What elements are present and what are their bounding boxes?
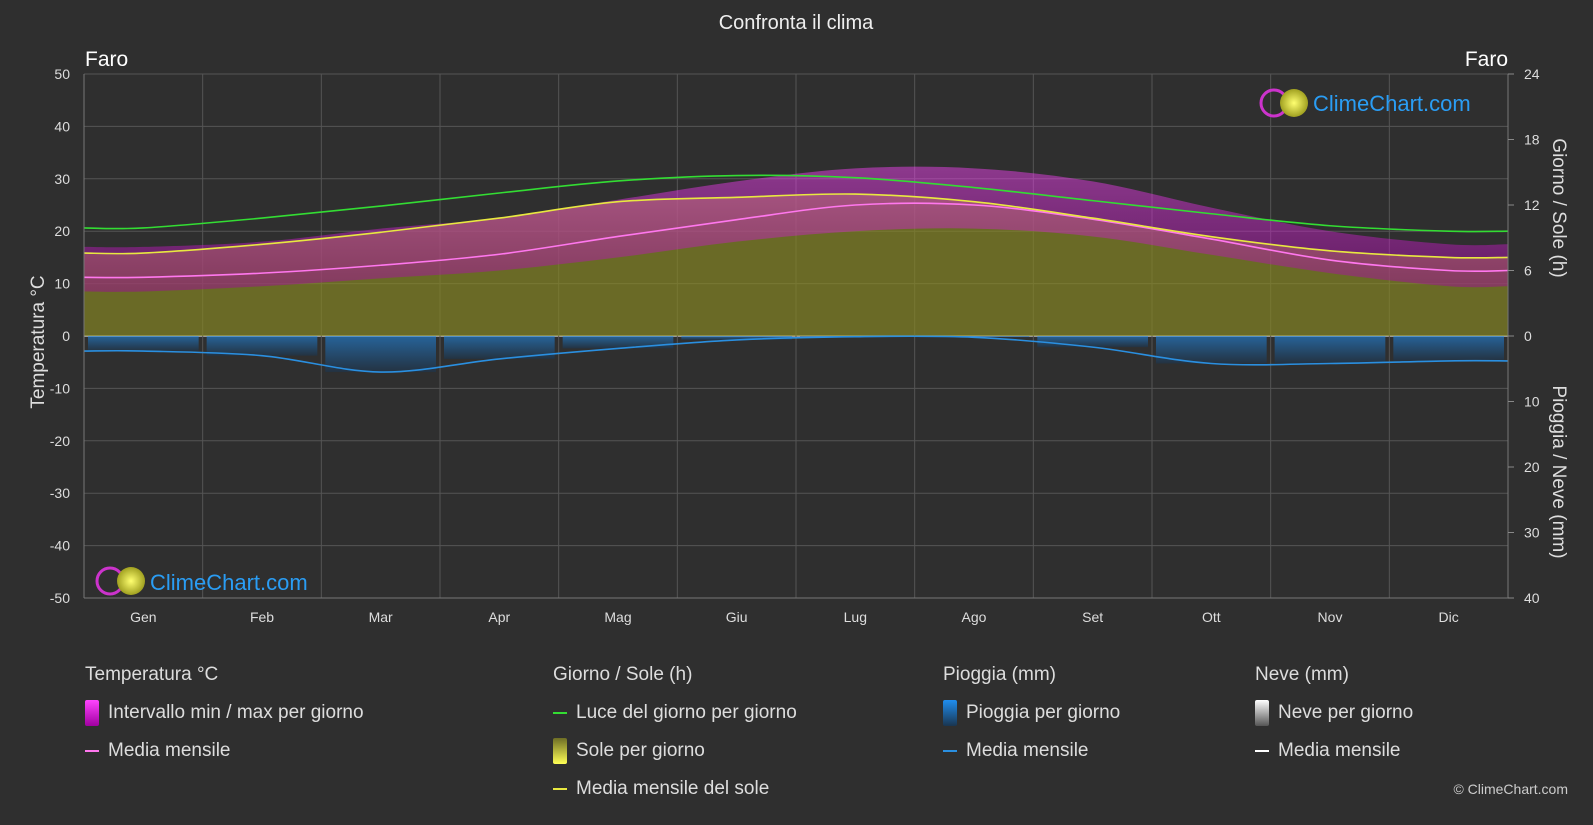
y-right-bottom-axis-label: Pioggia / Neve (mm) <box>1548 385 1569 558</box>
x-tick-label: Apr <box>488 609 510 625</box>
legend-title: Temperatura °C <box>85 664 219 685</box>
y-left-tick-label: 40 <box>54 118 70 134</box>
legend-title: Pioggia (mm) <box>943 664 1056 685</box>
y-right-bottom-tick-label: 40 <box>1524 590 1540 606</box>
copyright: © ClimeChart.com <box>1453 781 1568 797</box>
x-tick-label: Dic <box>1439 609 1459 625</box>
y-right-bottom-tick-label: 30 <box>1524 525 1540 541</box>
rain-bar <box>562 336 674 349</box>
legend-label: Media mensile <box>966 740 1089 761</box>
legend-sun: Giorno / Sole (h) Luce del giorno per gi… <box>553 664 797 808</box>
legend-label: Media mensile <box>108 740 231 761</box>
y-left-tick-label: 20 <box>54 223 70 239</box>
legend-temperature: Temperatura °C Intervallo min / max per … <box>85 664 364 770</box>
x-tick-label: Feb <box>250 609 274 625</box>
rain-bar <box>1037 336 1148 348</box>
watermark-text: ClimeChart.com <box>1313 91 1471 116</box>
legend-snow: Neve (mm) Neve per giorno Media mensile <box>1255 664 1413 770</box>
snow-mean-swatch <box>1255 750 1269 752</box>
chart-title: Confronta il clima <box>719 12 874 34</box>
y-right-top-tick-label: 6 <box>1524 263 1532 279</box>
y-right-top-tick-label: 12 <box>1524 197 1540 213</box>
daylight-line <box>83 174 1509 233</box>
legend-rain: Pioggia (mm) Pioggia per giorno Media me… <box>943 664 1120 770</box>
legend-label: Intervallo min / max per giorno <box>108 702 364 723</box>
x-tick-label: Mag <box>604 609 631 625</box>
temp-mean-swatch <box>85 750 99 752</box>
x-tick-label: Ott <box>1202 609 1221 625</box>
sunshine-mean-swatch <box>553 788 567 790</box>
rain-bar <box>1393 336 1504 361</box>
x-tick-label: Giu <box>726 609 748 625</box>
y-left-tick-label: -40 <box>50 538 70 554</box>
x-tick-label: Ago <box>962 609 987 625</box>
y-left-tick-label: -10 <box>50 380 70 396</box>
rain-mean-swatch <box>943 750 957 752</box>
y-right-bottom-tick-label: 10 <box>1524 394 1540 410</box>
legend-label: Media mensile <box>1278 740 1401 761</box>
legend-title: Giorno / Sole (h) <box>553 664 693 685</box>
location-right: Faro <box>1465 48 1508 71</box>
legend-title: Neve (mm) <box>1255 664 1349 685</box>
legend-label: Pioggia per giorno <box>966 702 1121 723</box>
x-tick-label: Nov <box>1318 609 1343 625</box>
rain-bar <box>1274 336 1386 364</box>
x-tick-label: Set <box>1082 609 1103 625</box>
legend-label: Sole per giorno <box>576 740 705 761</box>
legend-item: Intervallo min / max per giorno <box>85 694 364 732</box>
sunshine-swatch <box>553 738 567 764</box>
y-left-tick-label: 0 <box>62 328 70 344</box>
y-left-tick-label: -30 <box>50 485 70 501</box>
daylight-swatch <box>553 712 567 714</box>
legend-label: Luce del giorno per giorno <box>576 702 797 723</box>
sunshine-mean-line <box>83 193 1509 259</box>
legend-item: Media mensile del sole <box>553 770 797 808</box>
legend-item: Sole per giorno <box>553 732 797 770</box>
x-tick-label: Mar <box>369 609 393 625</box>
rain-bar <box>325 336 436 373</box>
watermark-bottom: ClimeChart.com <box>95 566 308 596</box>
rain-bar <box>444 336 555 359</box>
y-left-tick-label: 50 <box>54 66 70 82</box>
legend-label: Neve per giorno <box>1278 702 1414 723</box>
legend-item: Luce del giorno per giorno <box>553 694 797 732</box>
logo-sun-icon <box>117 567 145 595</box>
y-left-axis-label: Temperatura °C <box>28 275 49 408</box>
x-tick-label: Lug <box>844 609 867 625</box>
y-left-tick-label: -50 <box>50 590 70 606</box>
logo-sun-icon <box>1280 89 1308 117</box>
legend-item: Media mensile <box>1255 732 1413 770</box>
y-right-top-axis-label: Giorno / Sole (h) <box>1548 138 1569 277</box>
temperature-mean-line <box>83 202 1509 279</box>
x-tick-label: Gen <box>130 609 156 625</box>
snow-swatch <box>1255 700 1269 726</box>
legend-item: Pioggia per giorno <box>943 694 1120 732</box>
rain-bar <box>88 336 199 352</box>
y-left-tick-label: -20 <box>50 433 70 449</box>
temp-range-swatch <box>85 700 99 726</box>
legend-item: Media mensile <box>85 732 364 770</box>
legend-item: Media mensile <box>943 732 1120 770</box>
y-right-top-tick-label: 0 <box>1524 328 1532 344</box>
y-left-tick-label: 10 <box>54 276 70 292</box>
rain-mean-line <box>83 335 1509 373</box>
y-right-top-tick-label: 18 <box>1524 132 1540 148</box>
watermark-top: ClimeChart.com <box>1259 88 1471 118</box>
legend-label: Media mensile del sole <box>576 778 770 799</box>
location-left: Faro <box>85 48 128 71</box>
rain-bar <box>681 336 792 340</box>
rain-bar <box>206 336 318 356</box>
rain-swatch <box>943 700 957 726</box>
y-right-bottom-tick-label: 20 <box>1524 459 1540 475</box>
axes: 50 40 30 20 10 0 -10 -20 -30 -40 -50 24 18 12 6 0 10 20 30… <box>50 66 1540 625</box>
watermark-text: ClimeChart.com <box>150 570 308 595</box>
plot-area <box>83 73 1509 599</box>
y-right-top-tick-label: 24 <box>1524 66 1540 82</box>
y-left-tick-label: 30 <box>54 171 70 187</box>
legend-item: Neve per giorno <box>1255 694 1413 732</box>
